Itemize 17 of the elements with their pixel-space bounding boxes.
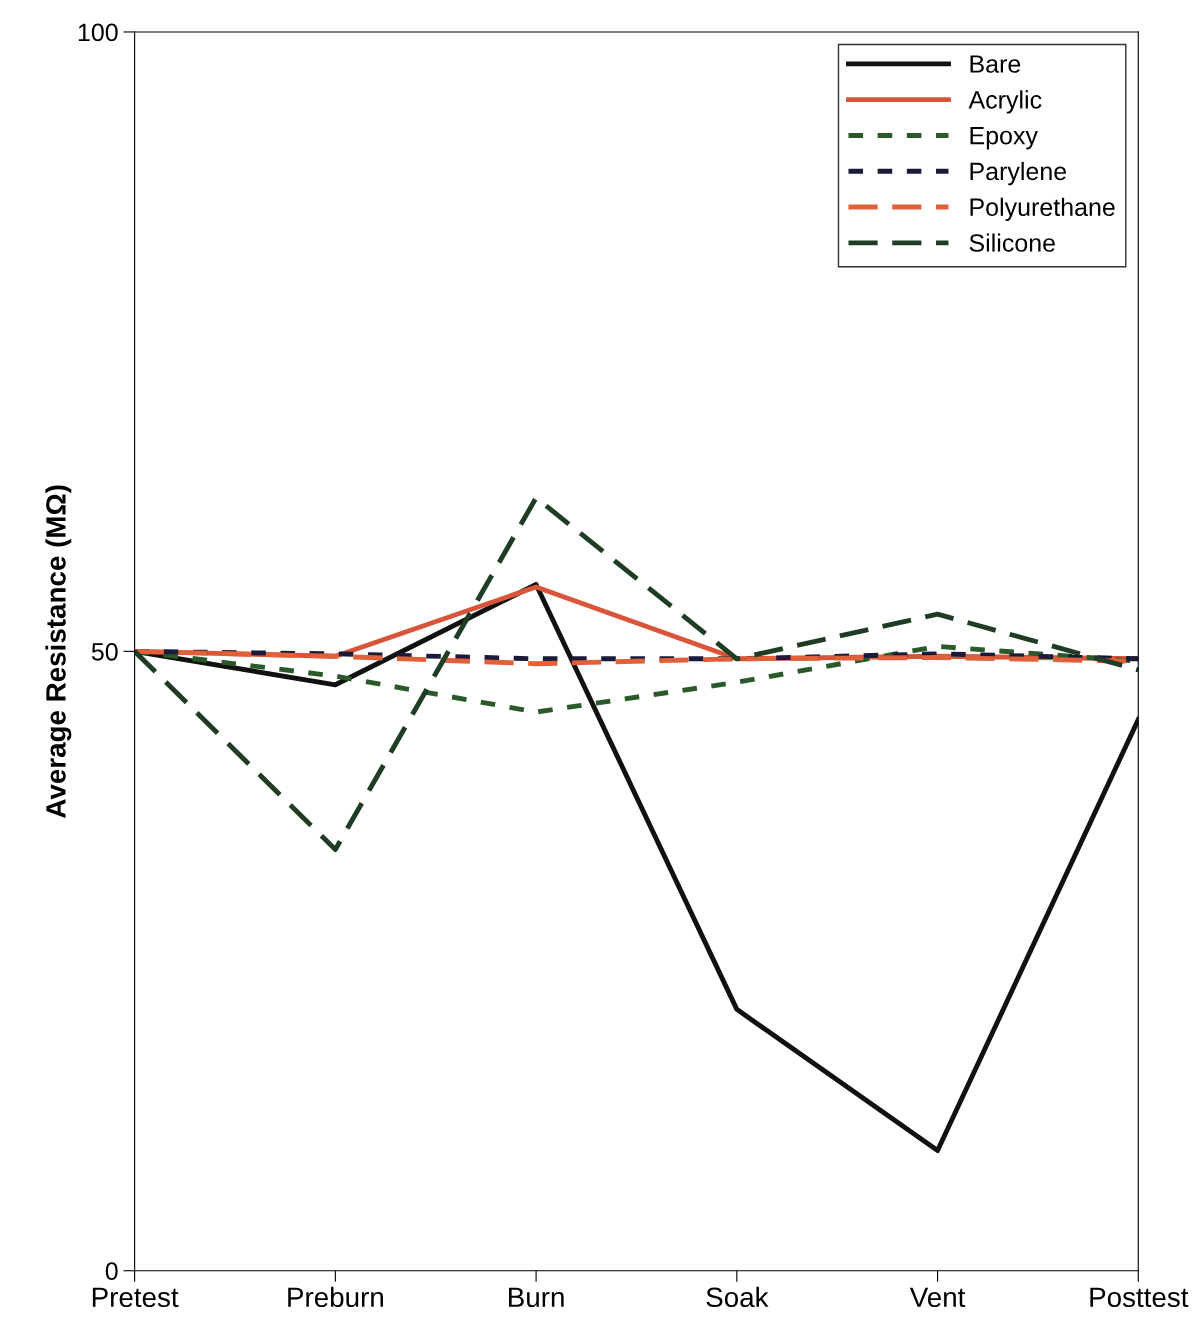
x-tick-label: Burn — [509, 1287, 564, 1308]
legend-label: Polyurethane — [970, 197, 1115, 221]
x-tick-label: Soak — [706, 1286, 769, 1308]
legend-label: Silicone — [969, 233, 1055, 252]
y-tick-label: 0 — [105, 1262, 118, 1281]
y-axis-title: Average Resistance (MΩ) — [45, 485, 72, 818]
legend-label: Epoxy — [970, 127, 1038, 150]
x-tick-label: Preburn — [288, 1286, 383, 1308]
line-series — [134, 495, 1139, 852]
legend-label: Parylene — [970, 161, 1067, 186]
x-tick-label: Posttest — [1090, 1287, 1189, 1308]
y-tick-label: 100 — [78, 23, 118, 42]
legend-label: Bare — [970, 55, 1021, 73]
legend-label: Acrylic — [968, 90, 1042, 114]
x-tick-label: Pretest — [92, 1287, 179, 1308]
y-tick-label: 50 — [91, 642, 118, 661]
x-tick-label: Vent — [909, 1287, 966, 1308]
